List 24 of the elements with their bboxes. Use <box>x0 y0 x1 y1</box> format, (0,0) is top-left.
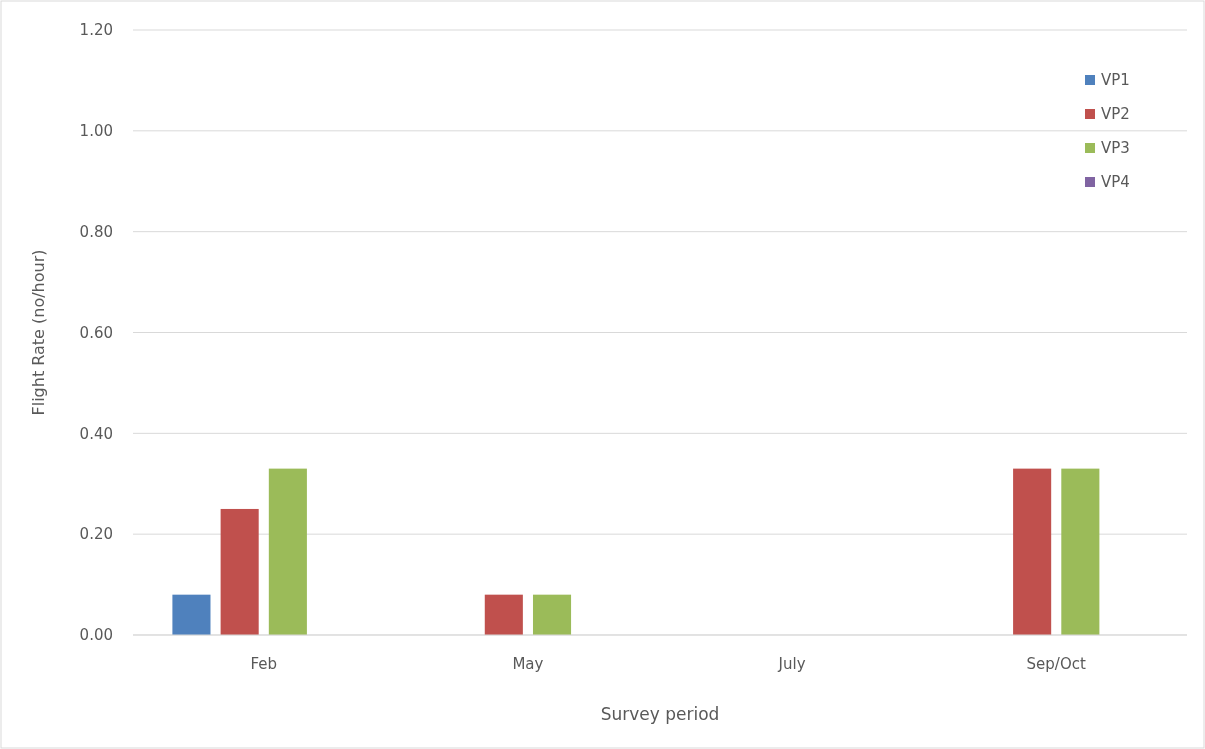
bar <box>268 468 307 635</box>
y-tick-label: 0.20 <box>79 525 113 544</box>
x-tick-label: Sep/Oct <box>1026 655 1086 673</box>
x-tick-label: Feb <box>250 655 278 673</box>
y-tick-label: 0.00 <box>79 626 113 645</box>
legend-label: VP2 <box>1101 105 1130 124</box>
y-tick-label: 0.80 <box>79 222 113 241</box>
x-tick-label: May <box>512 655 544 673</box>
x-axis-title: Survey period <box>600 704 720 724</box>
y-tick-label: 1.00 <box>79 122 113 141</box>
bar <box>484 594 523 635</box>
legend-label: VP1 <box>1101 71 1130 90</box>
bar <box>532 594 572 635</box>
bar <box>220 508 259 635</box>
bar <box>1061 468 1100 635</box>
y-tick-label: 0.60 <box>79 323 113 342</box>
y-tick-label: 1.20 <box>79 21 113 40</box>
bar <box>172 594 211 635</box>
bar <box>1013 468 1052 635</box>
y-tick-label: 0.40 <box>79 424 113 443</box>
legend-label: VP3 <box>1101 139 1130 158</box>
x-tick-label: July <box>777 655 806 673</box>
y-axis-title: Flight Rate (no/hour) <box>29 249 48 416</box>
legend-label: VP4 <box>1101 173 1130 192</box>
